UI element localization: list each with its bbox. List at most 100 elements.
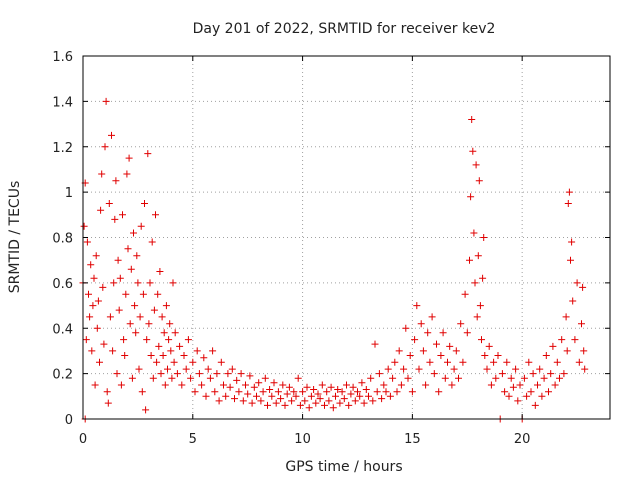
data-point [211, 388, 219, 396]
data-point [149, 374, 157, 382]
data-point [487, 381, 495, 389]
data-point [279, 381, 287, 389]
data-point [402, 324, 410, 332]
data-point [563, 347, 571, 355]
data-points [79, 97, 589, 423]
data-point [242, 381, 249, 389]
data-point [237, 370, 245, 378]
data-point [113, 370, 121, 378]
data-point [290, 388, 298, 396]
data-point [567, 256, 574, 264]
data-point [123, 170, 131, 178]
data-point [248, 399, 256, 407]
data-point [98, 170, 106, 178]
data-point [253, 392, 260, 400]
data-point [430, 370, 438, 378]
data-point [239, 397, 247, 405]
data-point [358, 379, 366, 387]
x-tick-label: 0 [79, 432, 87, 447]
data-point [100, 340, 108, 348]
data-point [564, 200, 572, 207]
data-point [413, 302, 421, 310]
data-point [285, 383, 293, 391]
data-point [109, 347, 117, 355]
data-point [274, 388, 282, 396]
data-point [117, 381, 125, 389]
data-point [88, 347, 96, 355]
data-point [161, 381, 169, 389]
data-point [468, 116, 476, 123]
data-point [99, 283, 107, 291]
data-point [303, 383, 311, 391]
data-point [480, 234, 488, 241]
data-point [354, 388, 361, 396]
data-point [428, 313, 436, 321]
data-point [473, 313, 481, 321]
data-point [184, 336, 192, 344]
data-point [130, 229, 137, 237]
data-point [397, 381, 405, 389]
data-point [94, 297, 102, 305]
data-point [492, 374, 500, 382]
data-point [534, 381, 541, 389]
data-point [165, 336, 173, 344]
data-point [578, 320, 585, 328]
data-point [512, 365, 520, 373]
data-point [466, 256, 473, 264]
data-point [455, 374, 462, 382]
data-point [507, 374, 515, 382]
x-tick-label: 10 [294, 432, 311, 447]
data-point [509, 383, 517, 391]
data-point [132, 329, 140, 337]
data-point [171, 329, 179, 337]
data-point [494, 352, 502, 359]
grid-lines [83, 56, 610, 419]
data-point [471, 279, 479, 287]
data-point [479, 274, 487, 282]
data-point [296, 401, 304, 409]
data-point [424, 329, 432, 337]
data-point [386, 392, 394, 400]
data-point [180, 352, 188, 359]
data-point [553, 358, 561, 366]
data-point [439, 329, 447, 337]
data-point [305, 404, 313, 412]
data-point [159, 352, 167, 359]
data-point [485, 342, 493, 350]
data-point [411, 336, 419, 344]
data-point [160, 329, 168, 337]
data-point [400, 365, 408, 373]
data-point [540, 374, 548, 382]
data-point [575, 358, 583, 366]
data-point [233, 376, 241, 384]
data-point [362, 386, 370, 393]
data-point [470, 229, 478, 237]
data-point [452, 347, 460, 355]
data-point [111, 215, 119, 223]
data-point [169, 279, 177, 287]
data-point [365, 392, 372, 400]
data-point [316, 395, 324, 403]
data-point [321, 401, 328, 409]
data-point [155, 342, 163, 350]
data-point [116, 274, 124, 282]
data-point [314, 390, 322, 398]
data-point [153, 358, 161, 366]
data-point [498, 370, 506, 378]
data-point [469, 147, 477, 155]
data-point [133, 252, 141, 260]
data-point [104, 399, 112, 407]
data-point [406, 352, 414, 359]
data-point [538, 392, 546, 400]
y-tick-label: 0.6 [52, 277, 73, 292]
data-point [547, 370, 555, 378]
data-point [338, 388, 346, 396]
data-point [112, 177, 120, 185]
data-point [156, 268, 164, 275]
data-point [444, 358, 451, 366]
data-point [310, 386, 318, 393]
data-point [182, 365, 190, 373]
data-point [166, 320, 174, 328]
data-point [351, 397, 359, 405]
data-point [426, 358, 434, 366]
